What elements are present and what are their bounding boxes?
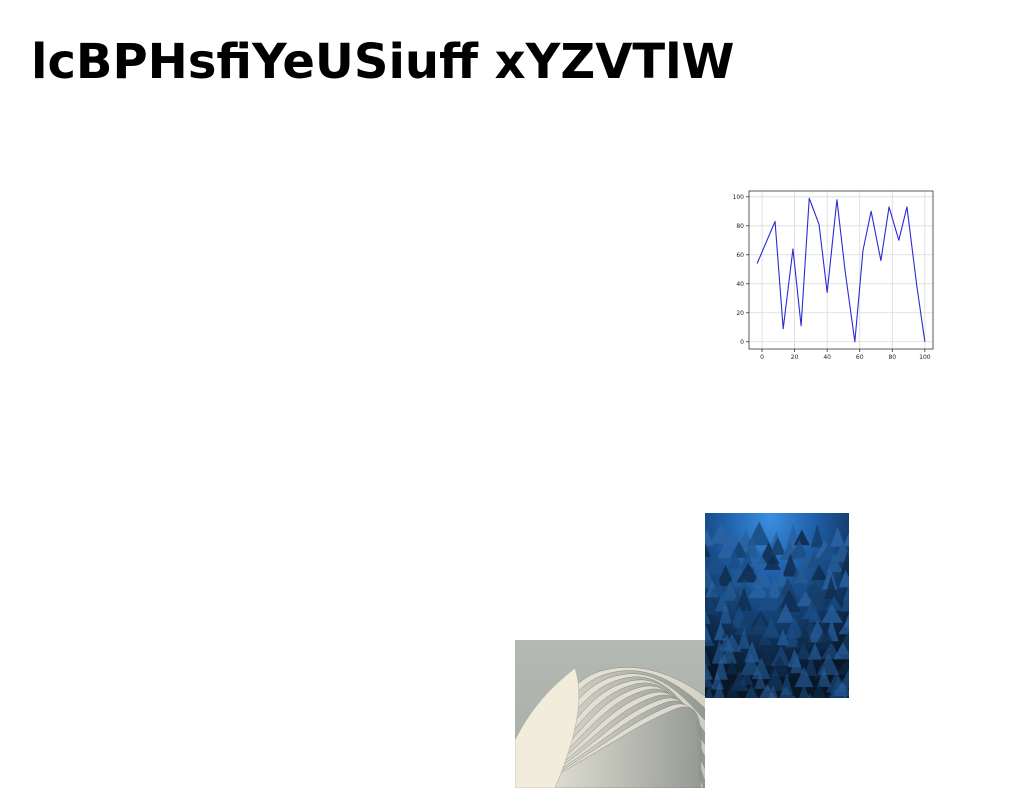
x-tick-label: 80 (888, 354, 896, 361)
y-tick-label: 40 (736, 281, 744, 288)
line-chart: 0 20 40 60 80 100 0 20 40 60 80 100 (728, 186, 936, 366)
x-tick-label: 40 (823, 354, 831, 361)
x-tick-label: 60 (856, 354, 864, 361)
y-tick-label: 20 (736, 310, 744, 317)
y-tick-label: 80 (736, 223, 744, 230)
waves-photo-image (515, 640, 705, 788)
x-tick-label: 20 (791, 354, 799, 361)
forest-photo (705, 513, 849, 698)
page-title: lcBPHsfiYeUSiuff xYZVTlW (31, 32, 734, 92)
line-chart-svg: 0 20 40 60 80 100 0 20 40 60 80 100 (728, 186, 936, 366)
x-tick-label: 100 (919, 354, 931, 361)
forest-photo-image (705, 513, 849, 698)
y-tick-label: 60 (736, 252, 744, 259)
x-tick-label: 0 (760, 354, 764, 361)
series-line (757, 198, 925, 342)
y-tick-label: 0 (740, 339, 744, 346)
y-tick-label: 100 (733, 194, 745, 201)
waves-photo (515, 640, 705, 788)
